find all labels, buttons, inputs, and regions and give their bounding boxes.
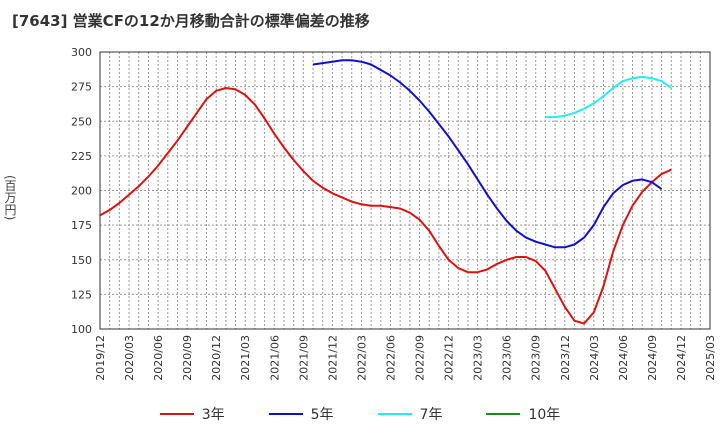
y-tick-label: 125 [71, 288, 92, 301]
series-line-3年 [99, 87, 672, 325]
legend-item: 10年 [486, 404, 560, 424]
x-tick-label: 2022/09 [414, 335, 427, 381]
legend-swatch [268, 413, 303, 415]
x-tick-label: 2022/06 [384, 335, 397, 381]
y-tick-label: 175 [71, 219, 92, 232]
x-tick-label: 2024/09 [646, 335, 659, 381]
x-tick-label: 2021/09 [297, 335, 310, 381]
x-tick-label: 2019/12 [94, 335, 107, 381]
y-tick-label: 200 [71, 185, 92, 198]
y-tick-label: 300 [71, 46, 92, 59]
x-tick-labels: 2019/12 2020/03 2020/06 2020/09 2020/12 2021/… [94, 335, 717, 381]
legend-label: 7年 [419, 407, 443, 423]
x-tick-label: 2020/09 [181, 335, 194, 381]
legend-item: 5年 [268, 404, 334, 424]
series-line-5年 [312, 59, 663, 249]
x-tick-label: 2024/03 [588, 335, 601, 381]
x-tick-label: 2024/06 [617, 335, 630, 381]
legend-label: 10年 [528, 407, 561, 423]
y-tick-label: 100 [71, 323, 92, 336]
x-tick-label: 2020/03 [123, 335, 136, 381]
y-tick-label: 150 [71, 254, 92, 267]
legend-swatch [159, 413, 194, 415]
chart-title: [7643] 営業CFの12か月移動合計の標準偏差の推移 [12, 12, 370, 30]
series-lines [99, 59, 672, 325]
x-tick-label: 2023/12 [559, 335, 572, 381]
legend-label: 5年 [310, 407, 334, 423]
x-tick-label: 2021/06 [268, 335, 281, 381]
x-tick-label: 2023/03 [472, 335, 485, 381]
x-tick-label: 2022/12 [443, 335, 456, 381]
y-tick-label: 225 [71, 150, 92, 163]
x-tick-label: 2020/06 [152, 335, 165, 381]
x-tick-label: 2023/06 [501, 335, 514, 381]
x-tick-label: 2020/12 [210, 335, 223, 381]
legend-item: 7年 [377, 404, 443, 424]
legend-item: 3年 [159, 404, 225, 424]
x-tick-label: 2021/12 [326, 335, 339, 381]
y-tick-label: 275 [71, 81, 92, 94]
plot-border [99, 51, 711, 330]
y-axis-label: (百万円) [3, 175, 17, 221]
x-tick-label: 2024/12 [675, 335, 688, 381]
legend-swatch [486, 413, 521, 415]
x-tick-label: 2022/03 [355, 335, 368, 381]
series-line-7年 [545, 75, 672, 119]
y-tick-label: 250 [71, 115, 92, 128]
legend: 3年 5年 7年 10年 [0, 404, 720, 424]
x-tick-label: 2023/09 [530, 335, 543, 381]
y-tick-labels: 100 125 150 175 200 225 250 275 300 [71, 46, 92, 336]
legend-label: 3年 [201, 407, 225, 423]
x-tick-label: 2021/03 [239, 335, 252, 381]
legend-swatch [377, 413, 412, 415]
x-tick-label: 2025/03 [704, 335, 717, 381]
